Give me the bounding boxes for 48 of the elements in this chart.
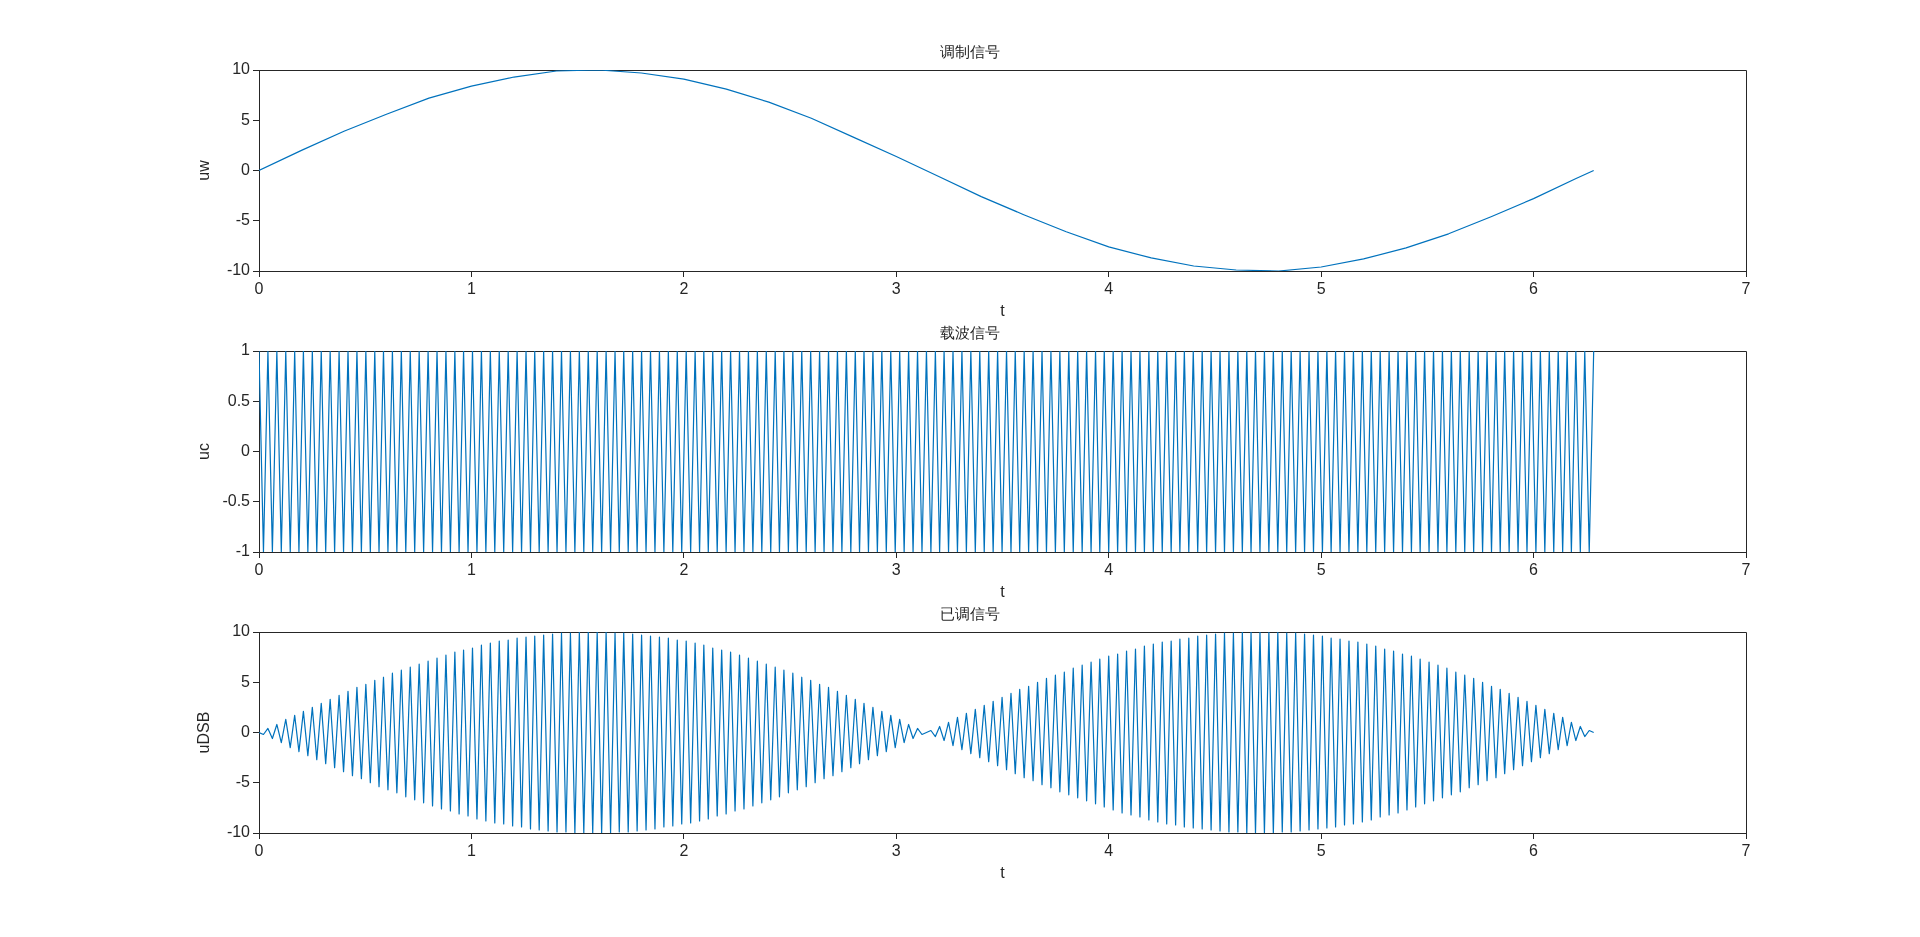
x-tick-label: 2 <box>679 561 689 579</box>
x-tick-label: 6 <box>1529 561 1539 579</box>
y-tick-label: -5 <box>235 211 251 229</box>
x-tick-label: 4 <box>1104 842 1114 860</box>
chart-title: 已调信号 <box>939 605 1000 623</box>
x-tick-label: 7 <box>1741 561 1751 579</box>
y-tick-label: 10 <box>232 60 251 78</box>
x-tick-label: 0 <box>254 561 264 579</box>
x-tick-label: 3 <box>891 842 901 860</box>
x-axis-title: t <box>1000 301 1006 319</box>
y-axis-title: uw <box>195 159 213 181</box>
y-axis-title: uc <box>195 443 213 460</box>
y-tick-label: -10 <box>226 261 251 279</box>
x-tick-label: 7 <box>1741 842 1751 860</box>
y-axis-title: uDSB <box>195 711 213 754</box>
chart-title: 调制信号 <box>939 43 1000 61</box>
chart-title: 载波信号 <box>939 324 1000 342</box>
x-axis-title: t <box>1000 582 1006 600</box>
y-tick-label: 5 <box>241 672 251 690</box>
y-tick-label: -5 <box>235 773 251 791</box>
x-axis-title: t <box>1000 863 1006 881</box>
x-tick-label: 5 <box>1316 280 1326 298</box>
x-tick-label: 0 <box>254 842 264 860</box>
x-tick-label: 5 <box>1316 842 1326 860</box>
y-tick-label: 0.5 <box>227 391 251 409</box>
y-tick-label: 0 <box>241 441 251 459</box>
y-tick-label: 1 <box>241 341 251 359</box>
x-tick-label: 1 <box>466 561 476 579</box>
y-tick-label: 10 <box>232 622 251 640</box>
y-tick-label: 0 <box>241 160 251 178</box>
x-tick-label: 2 <box>679 280 689 298</box>
y-tick-label: -1 <box>235 542 251 560</box>
x-tick-label: 3 <box>891 561 901 579</box>
x-tick-label: 6 <box>1529 280 1539 298</box>
x-tick-label: 1 <box>466 280 476 298</box>
y-tick-label: 0 <box>241 722 251 740</box>
y-tick-label: -10 <box>226 823 251 841</box>
x-tick-label: 7 <box>1741 280 1751 298</box>
y-tick-label: -0.5 <box>222 492 251 510</box>
x-tick-label: 0 <box>254 280 264 298</box>
y-tick-label: 5 <box>241 110 251 128</box>
x-tick-label: 4 <box>1104 280 1114 298</box>
x-tick-label: 3 <box>891 280 901 298</box>
x-tick-label: 1 <box>466 842 476 860</box>
x-tick-label: 6 <box>1529 842 1539 860</box>
x-tick-label: 5 <box>1316 561 1326 579</box>
x-tick-label: 2 <box>679 842 689 860</box>
x-tick-label: 4 <box>1104 561 1114 579</box>
